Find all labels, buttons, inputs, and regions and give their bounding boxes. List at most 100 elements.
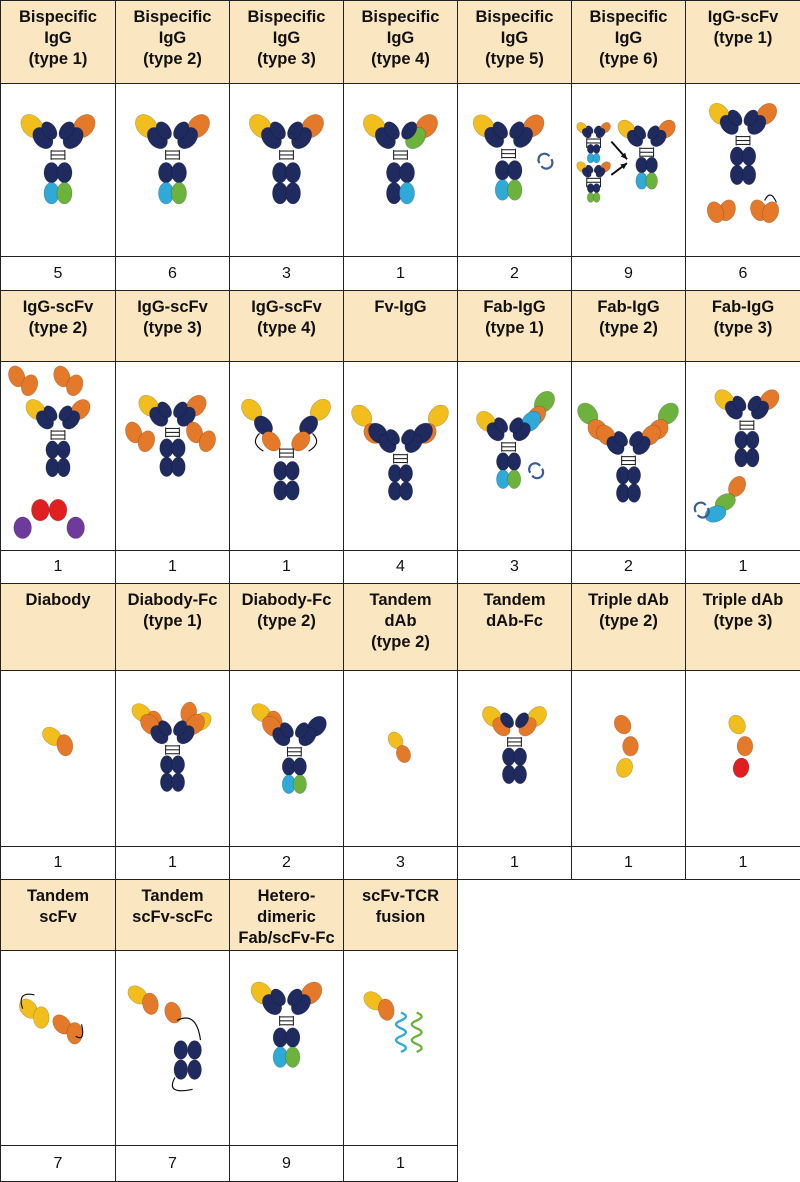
- heavy-chain-domain: [509, 417, 524, 434]
- domain: [187, 1040, 202, 1060]
- format-diagram: [0, 950, 116, 1146]
- fc-ch2-domain: [741, 146, 757, 166]
- format-count: 6: [115, 256, 230, 291]
- scfv-vl-domain: [20, 374, 39, 397]
- heavy-chain-domain: [269, 121, 286, 140]
- format-diagram: [229, 361, 344, 551]
- domain: [164, 1001, 182, 1024]
- fc-ch3-domain: [399, 182, 415, 205]
- fc-ch3-domain: [171, 182, 187, 205]
- bispecific-igg-type3-icon: [249, 114, 324, 205]
- format-title: Bispecific IgG (type 6): [571, 0, 686, 84]
- heavy-chain-domain: [158, 720, 172, 737]
- heavy-chain-domain: [155, 121, 172, 140]
- fc-ch2-domain: [745, 430, 760, 450]
- domain: [613, 714, 632, 735]
- hinge-disulfide: [393, 150, 408, 160]
- heavy-chain-domain: [270, 988, 286, 1006]
- heavy-chain-domain: [157, 401, 172, 419]
- scfv-vh-domain: [186, 421, 204, 444]
- format-diagram: [229, 670, 344, 847]
- format-count: 1: [685, 550, 800, 584]
- fc-ch2-domain: [592, 143, 601, 154]
- heavy-chain-domain: [593, 164, 602, 174]
- tandem-dab-fc-icon: [482, 706, 547, 785]
- linker: [171, 1077, 193, 1092]
- format-count: 1: [457, 846, 572, 880]
- domain: [66, 516, 85, 539]
- format-count: 2: [571, 550, 686, 584]
- fc-ch2-domain: [507, 452, 522, 471]
- domain: [173, 1040, 189, 1060]
- format-title: Bispecific IgG (type 5): [457, 0, 572, 84]
- exchange-arrows-icon: [693, 501, 710, 519]
- triple-dab-type2-icon: [613, 714, 639, 778]
- heavy-chain-domain: [401, 121, 418, 140]
- fc-ch3-domain: [56, 182, 73, 205]
- arrow-icon: [610, 162, 628, 176]
- hinge-disulfide: [507, 737, 522, 747]
- format-title: Triple dAb (type 3): [685, 583, 800, 671]
- exchange-arrows-icon: [537, 152, 554, 170]
- format-title: IgG-scFv (type 3): [115, 290, 230, 362]
- fc-ch3-domain: [285, 1046, 301, 1068]
- fc-ch3-domain: [627, 483, 641, 503]
- fc-ch2-domain: [293, 757, 307, 776]
- format-diagram: [115, 361, 230, 551]
- format-count: 3: [229, 256, 344, 291]
- fv-igg-icon: [351, 404, 449, 501]
- format-title: Fab-IgG (type 2): [571, 290, 686, 362]
- fc-ch3-domain: [592, 192, 601, 203]
- format-diagram: [457, 361, 572, 551]
- bispecific-igg-type2-icon: [135, 114, 210, 205]
- format-diagram: [571, 361, 686, 551]
- heavy-chain-domain: [401, 429, 415, 445]
- domain: [48, 498, 68, 522]
- arrow-icon: [610, 140, 628, 160]
- fc-ch2-domain: [592, 183, 601, 194]
- hinge-disulfide: [286, 746, 302, 757]
- format-title: Bispecific IgG (type 4): [343, 0, 458, 84]
- format-title: IgG-scFv (type 2): [0, 290, 116, 362]
- tandem-scfv-scfc-icon: [127, 985, 202, 1092]
- heavy-chain-domain: [747, 395, 762, 412]
- hinge-disulfide: [393, 453, 408, 464]
- fab-igg-type3-icon: [693, 389, 780, 523]
- heavy-chain-domain: [43, 405, 58, 422]
- format-count: 7: [0, 1145, 116, 1182]
- hinge-disulfide: [279, 1015, 294, 1026]
- format-count: 2: [229, 846, 344, 880]
- domain: [187, 1059, 202, 1080]
- format-title: Hetero- dimeric Fab/scFv-Fc: [229, 879, 344, 951]
- linker: [75, 1024, 84, 1039]
- format-count: 4: [343, 550, 458, 584]
- tandem-scfv-icon: [19, 993, 84, 1045]
- tandem-dab-type2-icon: [387, 731, 411, 764]
- format-count: 3: [343, 846, 458, 880]
- format-title: IgG-scFv (type 4): [229, 290, 344, 362]
- format-diagram: [343, 950, 458, 1146]
- format-count: 1: [0, 550, 116, 584]
- format-diagram: [343, 83, 458, 257]
- fc-ch2-domain: [507, 160, 523, 181]
- format-title: Fab-IgG (type 1): [457, 290, 572, 362]
- format-title: Tandem dAb (type 2): [343, 583, 458, 671]
- format-diagram: [115, 83, 230, 257]
- scfv-vl-domain: [377, 998, 395, 1021]
- domain: [706, 201, 725, 224]
- heavy-chain-domain: [41, 121, 58, 140]
- hinge-disulfide: [165, 427, 180, 438]
- format-title: IgG-scFv (type 1): [685, 0, 800, 84]
- domain: [285, 480, 300, 501]
- scfv-vl-domain: [66, 1022, 83, 1045]
- fc-ch2-domain: [399, 162, 415, 184]
- heavy-chain-domain: [58, 405, 73, 422]
- domain: [285, 461, 300, 481]
- hinge-disulfide: [165, 150, 180, 160]
- domain: [31, 498, 50, 522]
- heavy-chain-domain: [58, 121, 75, 140]
- format-title: scFv-TCR fusion: [343, 879, 458, 951]
- format-diagram: [115, 670, 230, 847]
- fc-ch3-domain: [171, 456, 186, 477]
